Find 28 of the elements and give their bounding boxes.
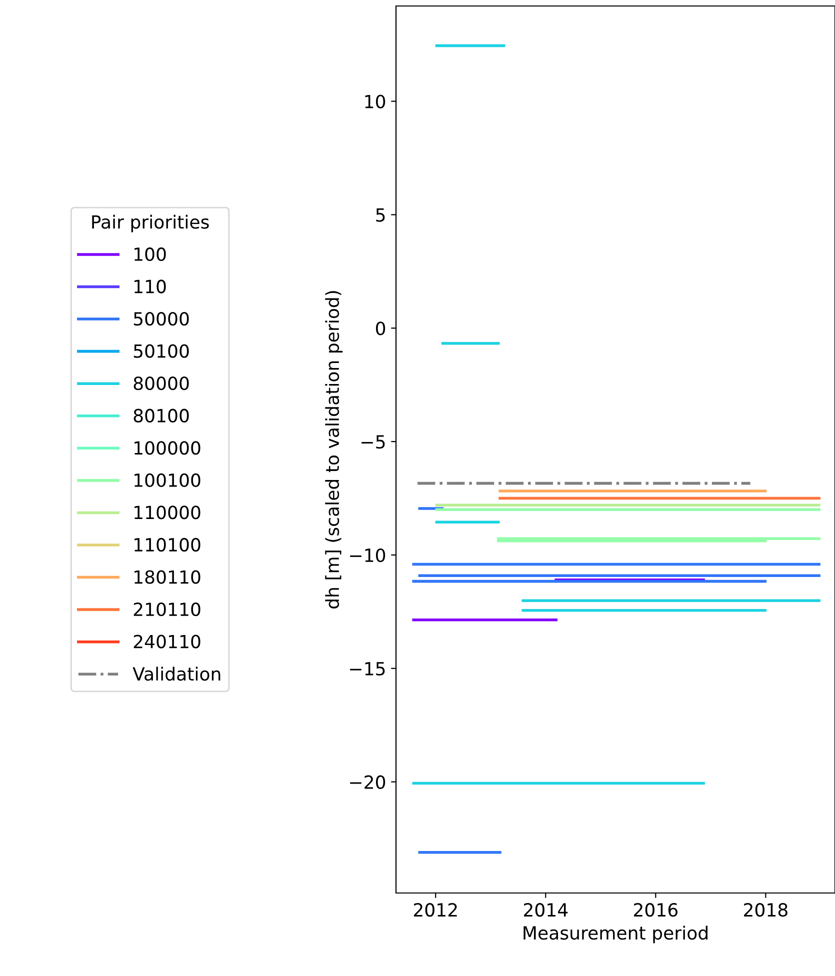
legend-label: Validation	[132, 666, 220, 681]
y-tick-label: 5	[376, 208, 385, 222]
y-tick-label: −10	[350, 548, 386, 562]
legend-label: 50100	[134, 344, 189, 358]
y-tick-label: −5	[362, 435, 385, 449]
legend-label: 80000	[134, 376, 189, 390]
legend-label: 110100	[134, 538, 200, 552]
legend-label: 240110	[134, 634, 200, 648]
legend-label: 50000	[134, 312, 189, 326]
y-axis-title: dh [m] (scaled to validation period)	[325, 291, 343, 608]
y-tick-label: 10	[365, 94, 386, 108]
y-tick-label: −20	[350, 775, 386, 789]
x-tick-label: 2012	[414, 903, 457, 917]
y-tick-label: 0	[376, 322, 386, 336]
legend-label: 110	[134, 280, 166, 294]
legend-label: 100	[134, 247, 166, 262]
legend-label: 110000	[134, 506, 200, 520]
legend-label: 100000	[134, 441, 200, 455]
y-tick-label: −15	[350, 662, 385, 676]
legend-label: 210110	[134, 602, 200, 616]
legend-label: 180110	[134, 570, 200, 584]
legend-label: 100100	[134, 473, 200, 488]
x-tick-label: 2016	[634, 903, 678, 917]
legend-label: 80100	[134, 408, 189, 422]
legend-title: Pair priorities	[92, 214, 209, 232]
x-tick-label: 2018	[744, 903, 788, 917]
x-tick-label: 2014	[524, 903, 568, 917]
x-axis-title: Measurement period	[524, 926, 708, 944]
